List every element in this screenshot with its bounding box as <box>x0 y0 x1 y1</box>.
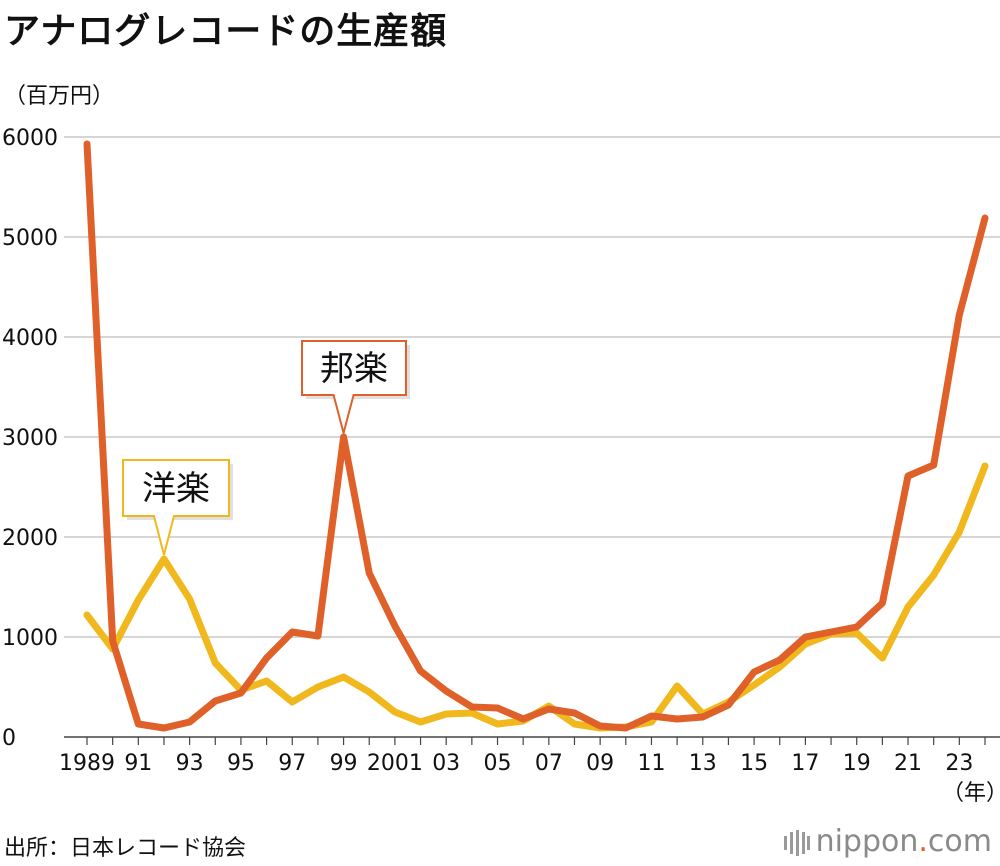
source-note: 出所：日本レコード協会 <box>4 836 247 861</box>
callout-邦楽: 邦楽 <box>301 340 410 437</box>
brand-prefix: nippon <box>815 824 919 859</box>
series-lines <box>83 140 989 732</box>
nippon-logo-icon <box>783 829 810 856</box>
x-tick-label-91: 91 <box>124 751 152 776</box>
x-tick-label-99: 99 <box>330 751 358 776</box>
y-tick-label-2000: 2000 <box>2 526 58 551</box>
callout-box <box>122 459 230 556</box>
x-tick-label-1989: 1989 <box>59 751 115 776</box>
x-axis-unit-label: （年） <box>942 781 1000 806</box>
y-tick-label-6000: 6000 <box>2 126 58 151</box>
x-tick-label-03: 03 <box>432 751 460 776</box>
series-line-邦楽 <box>83 140 989 732</box>
y-tick-label-4000: 4000 <box>2 326 58 351</box>
x-tick-label-19: 19 <box>843 751 871 776</box>
y-tick-label-3000: 3000 <box>2 426 58 451</box>
x-tick-label-23: 23 <box>945 751 973 776</box>
y-tick-label-5000: 5000 <box>2 226 58 251</box>
x-tick-label-09: 09 <box>586 751 614 776</box>
x-tick-label-13: 13 <box>689 751 717 776</box>
x-tick-label-15: 15 <box>740 751 768 776</box>
y-tick-label-0: 0 <box>2 726 16 751</box>
x-tick-label-21: 21 <box>894 751 922 776</box>
x-tick-label-05: 05 <box>484 751 512 776</box>
callout-box <box>301 340 407 437</box>
x-tick-label-95: 95 <box>227 751 255 776</box>
y-tick-label-1000: 1000 <box>2 626 58 651</box>
brand-suffix: com <box>927 824 992 859</box>
x-axis: 1989 91 93 95 97 99 2001 03 05 07 09 11 13 15 17 19 21 23… <box>59 737 1000 806</box>
callout-label-邦楽: 邦楽 <box>320 349 388 389</box>
x-tick-label-11: 11 <box>637 751 665 776</box>
nippon-com-logo: nippon. com <box>783 824 992 859</box>
brand-dot: . <box>918 824 928 859</box>
x-tick-label-97: 97 <box>278 751 306 776</box>
x-tick-label-93: 93 <box>176 751 204 776</box>
x-tick-label-07: 07 <box>535 751 563 776</box>
x-tick-label-17: 17 <box>791 751 819 776</box>
chart-title: アナログレコードの生産額 <box>4 11 448 52</box>
callout-洋楽: 洋楽 <box>122 459 233 556</box>
x-tick-label-2001: 2001 <box>367 751 423 776</box>
callout-label-洋楽: 洋楽 <box>142 469 210 509</box>
gridlines <box>64 136 1000 738</box>
y-axis-unit-label: （百万円） <box>4 84 115 109</box>
y-axis-ticks: 0 1000 2000 3000 4000 5000 6000 <box>2 126 58 751</box>
